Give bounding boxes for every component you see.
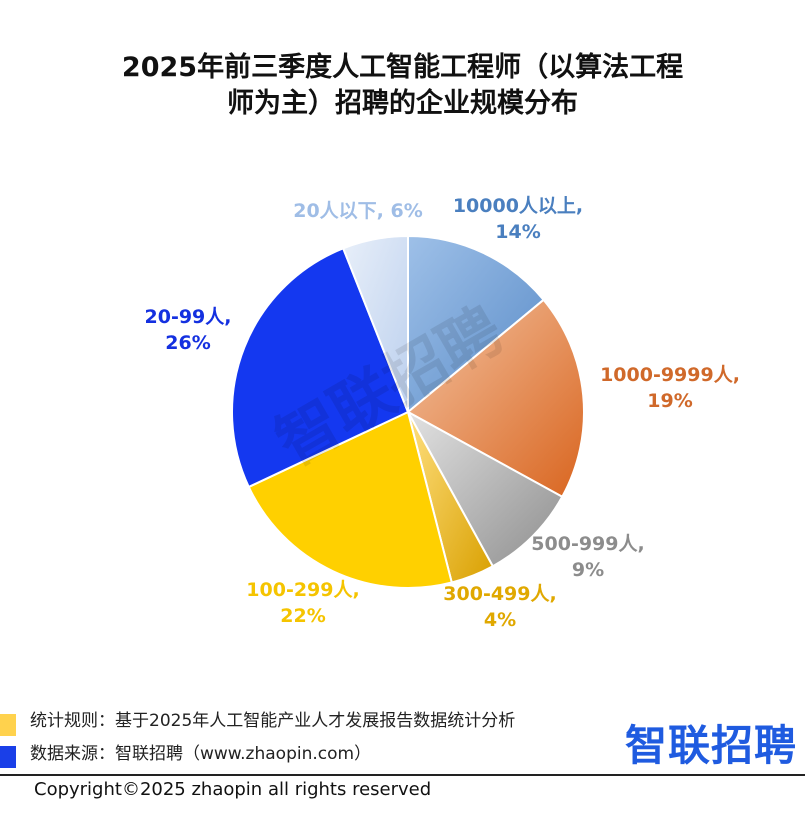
title-line-2: 师为主）招聘的企业规模分布: [227, 88, 578, 119]
chart-title: 2025年前三季度人工智能工程师（以算法工程 师为主）招聘的企业规模分布: [60, 50, 745, 122]
slice-label-6: 20人以下, 6%: [293, 200, 423, 222]
pie-chart: 智联招聘 10000人以上, 14%1000-9999人, 19%500-999人,…: [145, 195, 740, 631]
slice-label-5: 20-99人, 26%: [145, 306, 232, 354]
pie-slice-6: [341, 234, 409, 413]
data-source: 数据来源：智联招聘（www.zhaopin.com）: [30, 744, 372, 764]
slice-label-4: 100-299人, 22%: [246, 579, 359, 627]
title-line-1: 2025年前三季度人工智能工程师（以算法工程: [121, 52, 684, 83]
rule-marker: [0, 714, 16, 736]
pie-slice-4: [247, 410, 453, 589]
pie-slice-0: [407, 234, 546, 415]
slice-label-2: 500-999人, 9%: [531, 533, 644, 581]
statistics-rule: 统计规则：基于2025年人工智能产业人才发展报告数据统计分析: [30, 711, 516, 731]
slice-label-1: 1000-9999人, 19%: [600, 364, 740, 412]
pie-slice-1: [406, 298, 585, 499]
brand-logo: 智联招聘: [624, 721, 797, 770]
source-marker: [0, 746, 16, 768]
footer-divider: [0, 774, 805, 776]
slice-label-3: 300-499人, 4%: [443, 583, 556, 631]
pie-slice-2: [405, 409, 564, 568]
slice-label-0: 10000人以上, 14%: [453, 195, 583, 243]
copyright: Copyright©2025 zhaopin all rights reserv…: [34, 779, 432, 800]
pie-slice-5: [231, 247, 410, 489]
